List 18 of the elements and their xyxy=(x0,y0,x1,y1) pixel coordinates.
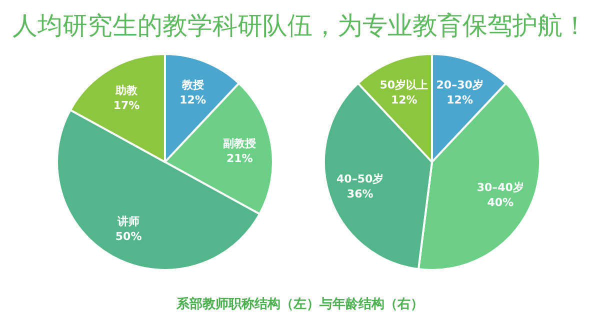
slice-label: 40–50岁 xyxy=(336,172,384,186)
slice-label: 50岁以上 xyxy=(380,78,428,92)
slice-label: 助教 xyxy=(114,84,139,97)
chart-title: 人均研究生的教学科研队伍，为专业教育保驾护航！ xyxy=(12,11,588,40)
data-label: 40% xyxy=(487,196,514,210)
slice-label: 教授 xyxy=(180,78,204,92)
data-label: 50% xyxy=(115,230,142,244)
data-label: 17% xyxy=(113,98,140,112)
data-label: 12% xyxy=(446,94,473,107)
slice-label: 讲师 xyxy=(116,215,140,228)
data-label: 12% xyxy=(391,94,418,107)
text: 系部教师职称结构（左）与年龄结构（右） xyxy=(176,296,424,312)
data-label: 36% xyxy=(346,187,374,200)
data-label: 12% xyxy=(180,94,206,107)
slice-label: 20–30岁 xyxy=(436,78,484,92)
slice-label: 30–40岁 xyxy=(476,181,524,194)
slice-label: 副教授 xyxy=(223,137,256,150)
data-label: 21% xyxy=(226,152,253,166)
